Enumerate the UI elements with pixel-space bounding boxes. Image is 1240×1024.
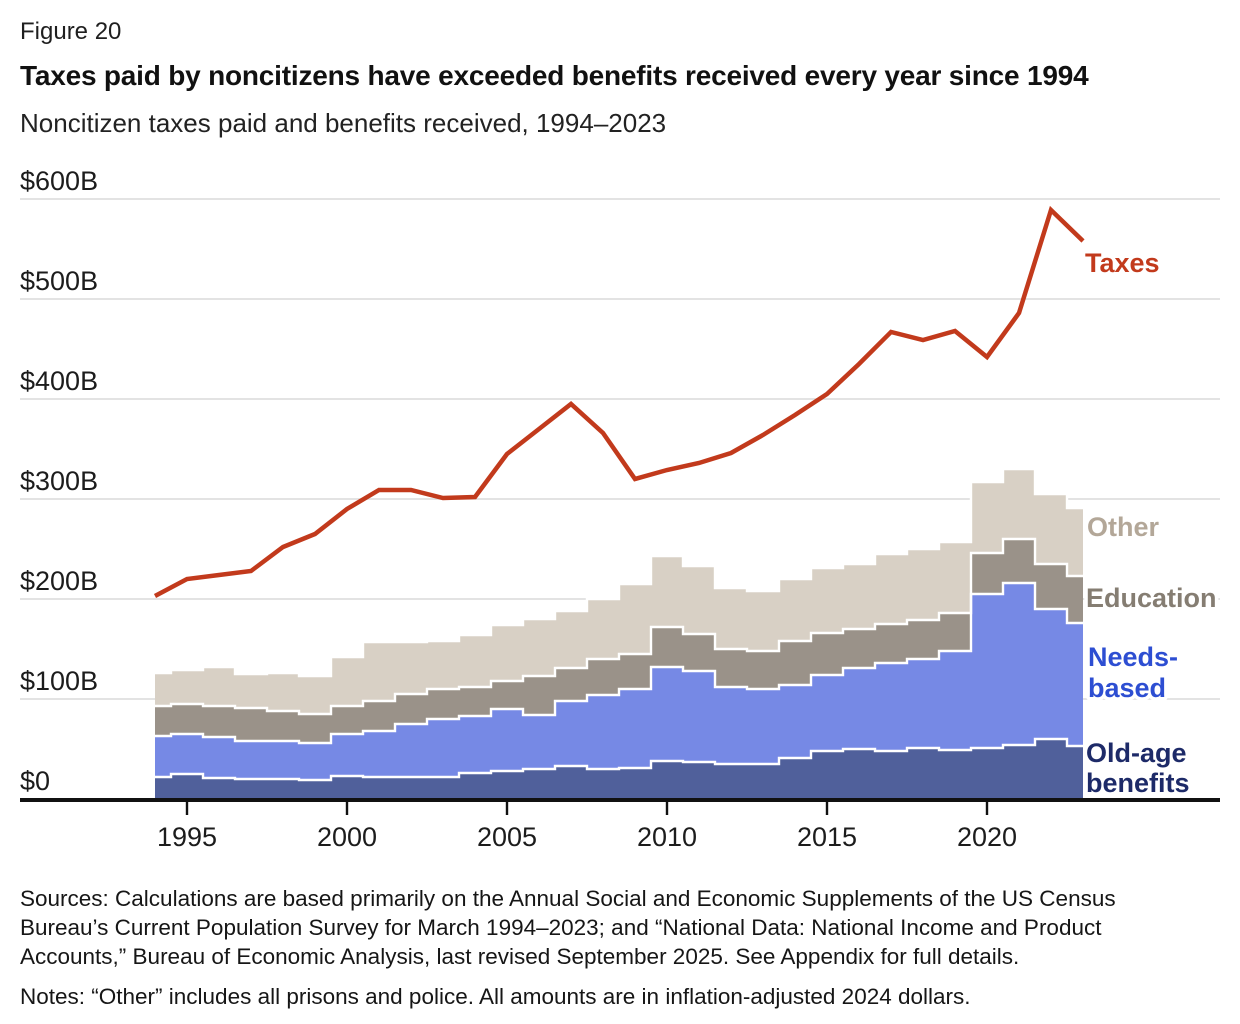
y-axis-label: $100B	[20, 666, 98, 696]
figure-label: Figure 20	[20, 18, 122, 45]
page-title: Taxes paid by noncitizens have exceeded …	[20, 60, 1089, 91]
y-axis-label: $400B	[20, 366, 98, 396]
band-separator	[155, 467, 1083, 678]
area-needs-based	[155, 583, 1083, 780]
sources-note: Sources: Calculations are based primaril…	[20, 886, 1116, 969]
x-axis-label: 2020	[957, 822, 1017, 852]
y-axis-label: $600B	[20, 166, 98, 196]
series-label-needs-based: Needs-	[1088, 642, 1178, 672]
x-axis-label: 2015	[797, 822, 857, 852]
series-label-old-age-benefits: Old-age	[1086, 738, 1187, 768]
area-education	[155, 539, 1083, 743]
band-separator	[155, 581, 1083, 745]
x-axis-label: 2000	[317, 822, 377, 852]
series-label-needs-based: based	[1088, 673, 1166, 703]
chart-footer: Sources: Calculations are based primaril…	[20, 884, 1198, 1011]
notes-note: Notes: “Other” includes all prisons and …	[20, 984, 971, 1009]
series-label-old-age-benefits: benefits	[1086, 768, 1190, 798]
y-axis-label: $500B	[20, 266, 98, 296]
y-axis-label: $300B	[20, 466, 98, 496]
x-axis-line	[20, 798, 1220, 802]
series-label-other: Other	[1087, 512, 1160, 542]
x-axis-label: 2010	[637, 822, 697, 852]
y-axis-label: $200B	[20, 566, 98, 596]
x-axis-label: 2005	[477, 822, 537, 852]
band-separator	[155, 737, 1083, 782]
y-axis-label: $0	[20, 766, 50, 796]
chart-subtitle: Noncitizen taxes paid and benefits recei…	[20, 108, 667, 138]
band-separator	[155, 537, 1083, 716]
series-label-education: Education	[1086, 583, 1217, 613]
taxes-line	[153, 205, 1085, 598]
x-axis-label: 1995	[157, 822, 217, 852]
series-label-taxes: Taxes	[1085, 248, 1160, 278]
